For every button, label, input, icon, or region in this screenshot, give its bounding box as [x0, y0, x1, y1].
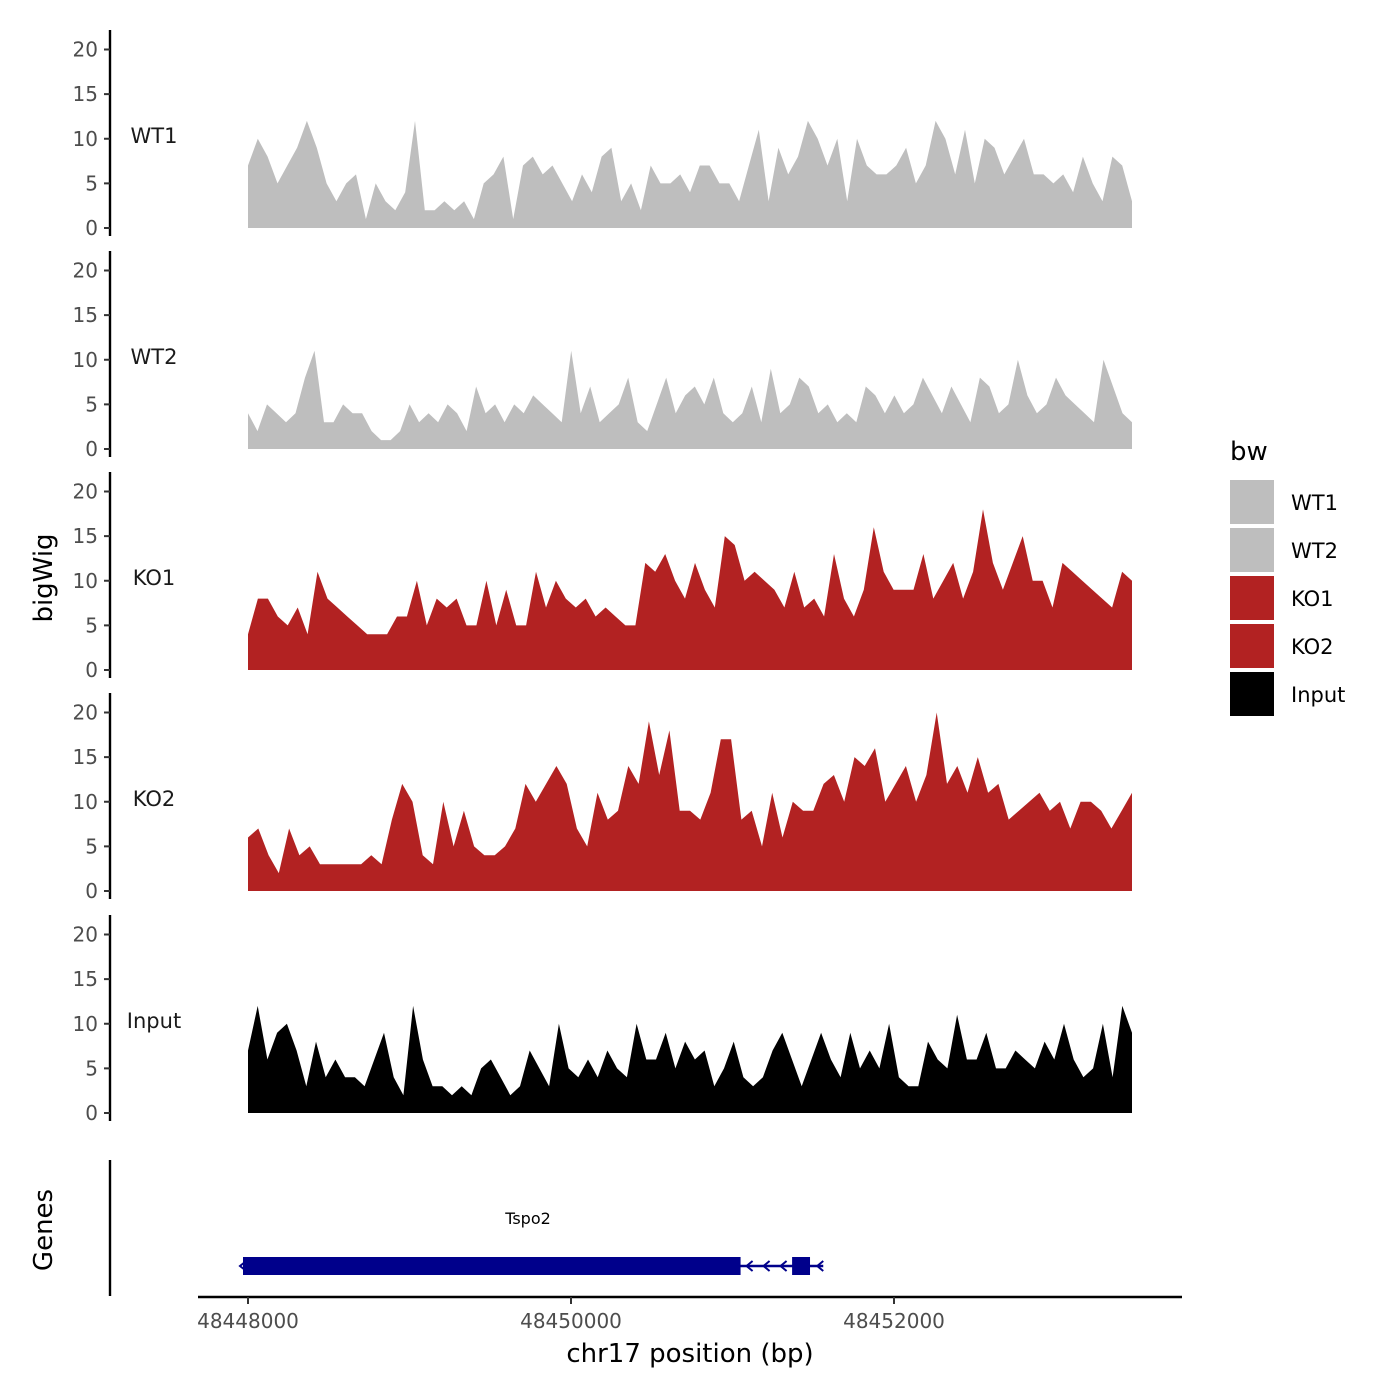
y-tick-label: 10 — [73, 1012, 98, 1036]
legend-key-ko1 — [1230, 576, 1274, 620]
legend-key-ko2 — [1230, 624, 1274, 668]
y-tick-label: 15 — [73, 82, 98, 106]
tracks: 0 5 10 15 20 WT1 0 5 10 15 20 WT2 0 5 10 15 20 KO1 0 5 10 15 2… — [73, 30, 1132, 1125]
y-tick-label: 10 — [73, 348, 98, 372]
y-axis-title: bigWig — [29, 533, 59, 622]
area-ko2 — [248, 712, 1132, 891]
legend-title: bw — [1230, 437, 1268, 467]
y-tick-label: 15 — [73, 745, 98, 769]
genes-panel: Tspo2 — [108, 1160, 824, 1296]
y-tick-label: 5 — [85, 171, 98, 195]
gene-exon — [243, 1257, 741, 1275]
y-tick-label: 5 — [85, 834, 98, 858]
track-label: WT1 — [131, 124, 178, 148]
y-tick-label: 10 — [73, 127, 98, 151]
area-ko1 — [248, 509, 1132, 670]
y-tick-label: 20 — [73, 38, 98, 62]
track-label: Input — [127, 1009, 181, 1033]
legend-key-wt2 — [1230, 528, 1274, 572]
y-tick-label: 15 — [73, 967, 98, 991]
track-wt2: 0 5 10 15 20 WT2 — [73, 251, 1132, 461]
area-wt1 — [248, 120, 1132, 228]
legend: bw WT1 WT2 KO1 KO2 Input — [1230, 437, 1345, 716]
strand-chevron-icon — [815, 1260, 824, 1272]
y-tick-label: 5 — [85, 1056, 98, 1080]
y-tick-label: 10 — [73, 569, 98, 593]
legend-label-wt2: WT2 — [1291, 539, 1338, 563]
legend-label-ko1: KO1 — [1291, 587, 1334, 611]
y-tick-label: 20 — [73, 259, 98, 283]
legend-key-wt1 — [1230, 480, 1274, 524]
strand-chevron-icon — [762, 1260, 771, 1272]
y-tick-label: 0 — [85, 658, 98, 682]
genes-axis-title: Genes — [29, 1189, 59, 1271]
y-tick-label: 15 — [73, 524, 98, 548]
legend-label-ko2: KO2 — [1291, 635, 1334, 659]
y-tick-label: 20 — [73, 480, 98, 504]
y-tick-label: 0 — [85, 879, 98, 903]
y-tick-label: 20 — [73, 701, 98, 725]
track-label: WT2 — [131, 345, 178, 369]
gene-exon — [792, 1257, 811, 1275]
y-tick-label: 0 — [85, 216, 98, 240]
x-axis-title: chr17 position (bp) — [566, 1339, 813, 1369]
y-tick-label: 0 — [85, 1101, 98, 1125]
area-wt2 — [248, 350, 1132, 449]
strand-chevron-icon — [745, 1260, 754, 1272]
y-tick-label: 5 — [85, 392, 98, 416]
x-axis: 48448000 48450000 48452000 — [197, 1295, 1182, 1333]
y-tick-label: 5 — [85, 613, 98, 637]
y-tick-label: 20 — [73, 923, 98, 947]
x-tick-label: 48452000 — [843, 1309, 945, 1333]
area-input — [248, 1005, 1132, 1113]
track-input: 0 5 10 15 20 Input — [73, 915, 1132, 1125]
y-tick-label: 15 — [73, 303, 98, 327]
gene-name-label: Tspo2 — [504, 1209, 551, 1228]
track-label: KO2 — [133, 787, 176, 811]
track-ko1: 0 5 10 15 20 KO1 — [73, 472, 1132, 682]
track-ko2: 0 5 10 15 20 KO2 — [73, 693, 1132, 903]
legend-label-wt1: WT1 — [1291, 491, 1338, 515]
x-tick-label: 48448000 — [197, 1309, 299, 1333]
strand-chevron-icon — [238, 1261, 246, 1271]
y-tick-label: 10 — [73, 790, 98, 814]
legend-label-input: Input — [1291, 683, 1345, 707]
y-tick-label: 0 — [85, 437, 98, 461]
track-wt1: 0 5 10 15 20 WT1 — [73, 30, 1132, 240]
legend-key-input — [1230, 672, 1274, 716]
strand-chevron-icon — [779, 1260, 788, 1272]
track-label: KO1 — [133, 566, 176, 590]
x-tick-label: 48450000 — [520, 1309, 622, 1333]
